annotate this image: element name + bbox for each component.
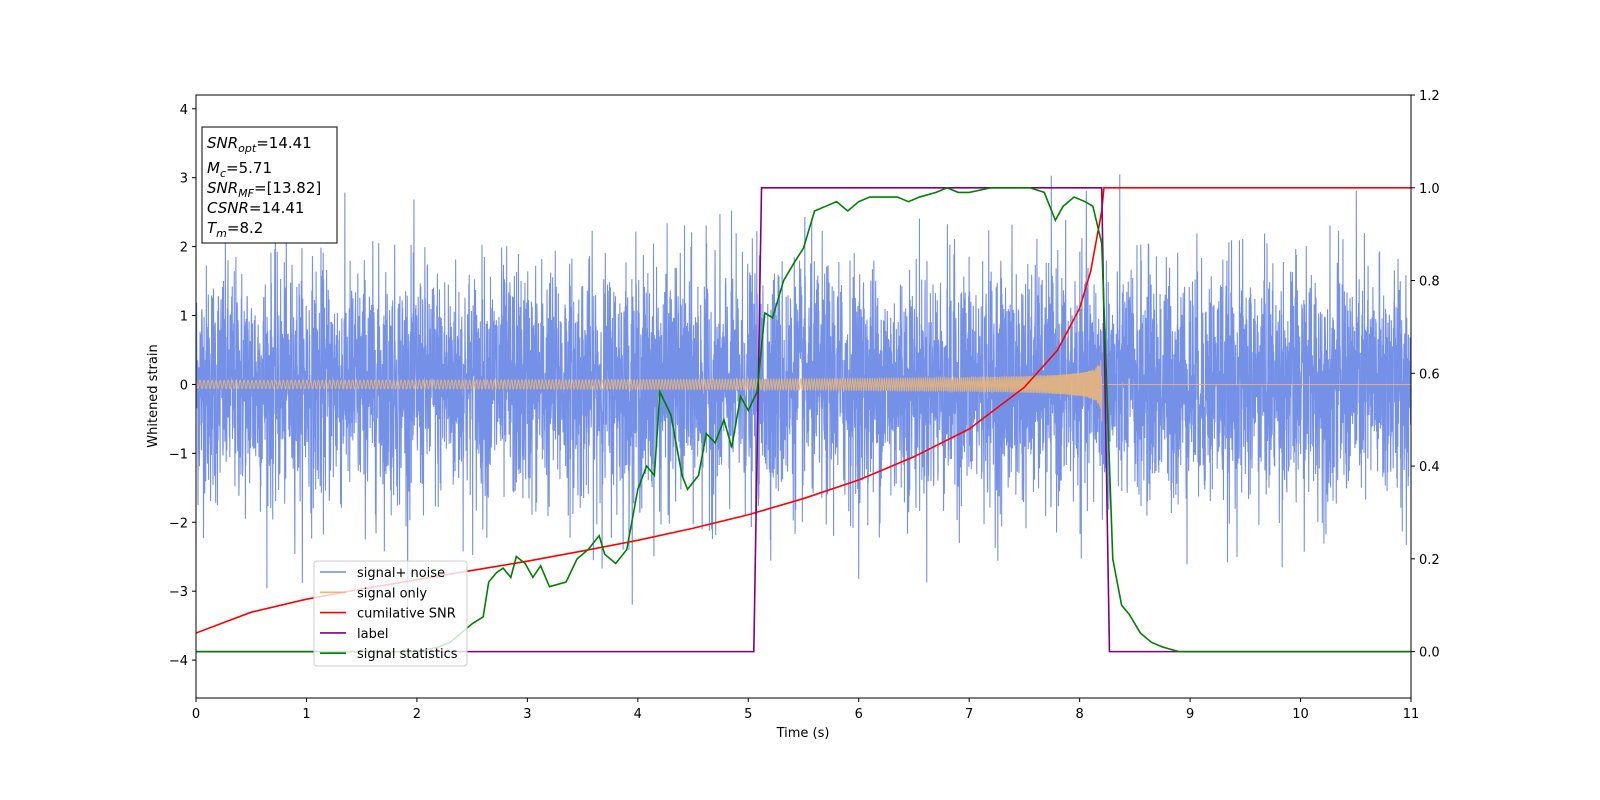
series-signal-statistics — [196, 186, 1411, 653]
y-axis-label: Whitened strain — [146, 344, 161, 447]
x-tick-label: 6 — [855, 707, 863, 722]
y-tick-label-left: 2 — [180, 241, 188, 256]
y-tick-label-right: 1.2 — [1419, 89, 1440, 104]
series-signal-only — [196, 360, 1411, 422]
info-box: SNRopt=14.41 Mc=5.71 SNRMF=[13.82] CSNR=… — [201, 126, 338, 244]
legend-label: signal only — [357, 586, 427, 601]
y-tick-label-right: 1.0 — [1419, 182, 1440, 197]
y-tick-label-right: 0.6 — [1419, 367, 1440, 382]
y-tick-label-left: 3 — [180, 172, 188, 187]
y-tick-label-left: 4 — [180, 103, 188, 118]
x-tick-label: 2 — [413, 707, 421, 722]
legend-label: label — [357, 627, 388, 642]
y-tick-label-right: 0.8 — [1419, 275, 1440, 290]
y-tick-label-left: −2 — [169, 516, 188, 531]
y-tick-label-left: 0 — [180, 378, 188, 393]
svg-text:SNRopt=14.41: SNRopt=14.41 — [207, 134, 312, 155]
x-tick-label: 1 — [302, 707, 310, 722]
axes: 0 1 2 3 4 5 6 7 8 9 10 11 −4 −3 −2 −1 0 1 2 3 4 0.0 0.2 0.4 0.6 0… — [169, 89, 1440, 722]
y-tick-label-right: 0.0 — [1419, 646, 1440, 661]
plot-frame — [195, 94, 1412, 699]
x-tick-label: 3 — [523, 707, 531, 722]
svg-text:Tm=8.2: Tm=8.2 — [207, 219, 263, 240]
y-tick-label-right: 0.2 — [1419, 553, 1440, 568]
legend-label: signal+ noise — [357, 566, 445, 581]
y-tick-label-left: −4 — [169, 654, 188, 669]
x-tick-label: 7 — [965, 707, 973, 722]
svg-text:CSNR=14.41: CSNR=14.41 — [207, 199, 304, 217]
y-tick-label-left: −1 — [169, 447, 188, 462]
y-tick-label-right: 0.4 — [1419, 460, 1440, 475]
svg-text:Mc=5.71: Mc=5.71 — [207, 159, 272, 180]
x-axis-label: Time (s) — [776, 726, 830, 741]
series-label — [196, 186, 1411, 653]
legend-label: signal statistics — [357, 647, 458, 662]
y-tick-label-left: −3 — [169, 585, 188, 600]
x-tick-label: 0 — [192, 707, 200, 722]
series-signal-noise — [196, 174, 1411, 621]
legend: signal+ noise signal only cumilative SNR la… — [313, 560, 468, 667]
x-tick-label: 4 — [634, 707, 642, 722]
x-tick-label: 8 — [1075, 707, 1083, 722]
x-tick-label: 9 — [1186, 707, 1194, 722]
y-tick-label-left: 1 — [180, 310, 188, 325]
x-tick-label: 11 — [1403, 707, 1420, 722]
x-tick-label: 5 — [744, 707, 752, 722]
legend-label: cumilative SNR — [357, 607, 456, 622]
x-tick-label: 10 — [1292, 707, 1309, 722]
svg-text:SNRMF=[13.82]: SNRMF=[13.82] — [207, 179, 321, 200]
